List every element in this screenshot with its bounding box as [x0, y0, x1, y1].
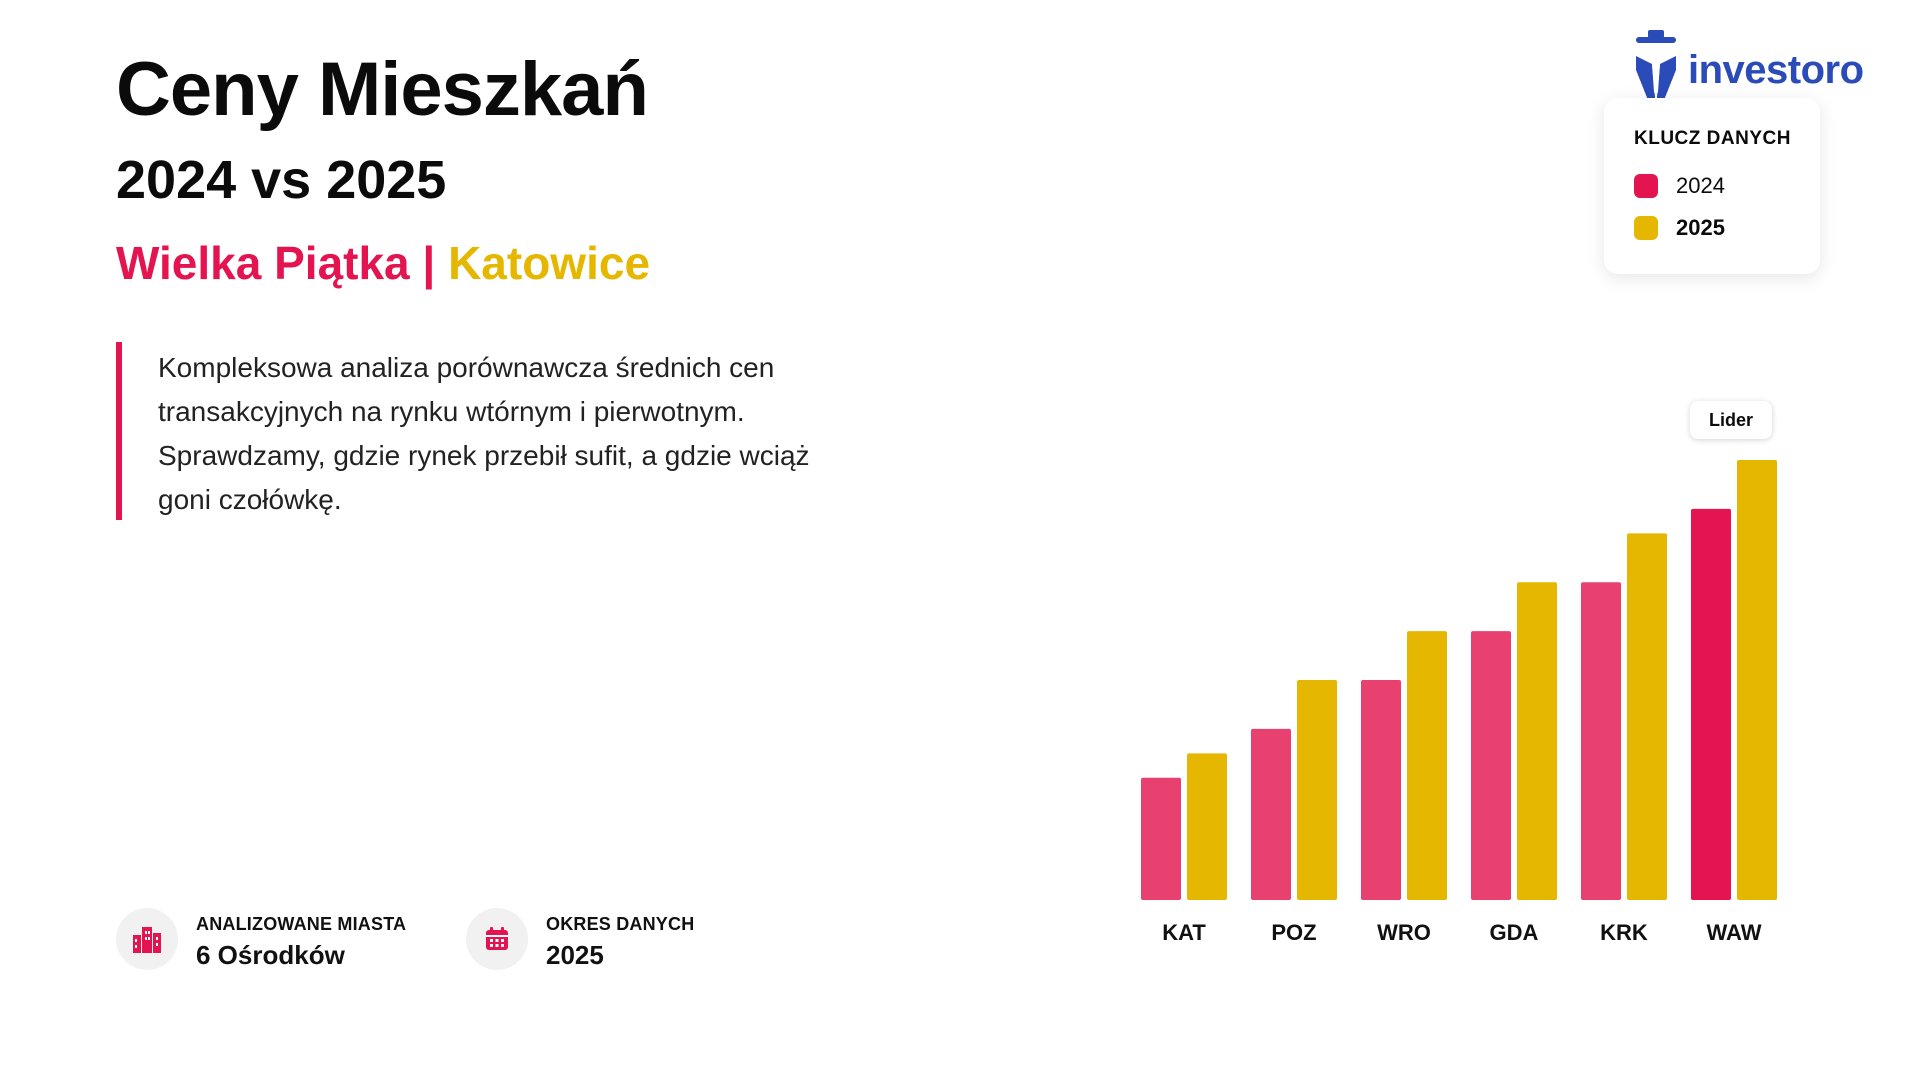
- calendar-icon: [466, 908, 528, 970]
- legend-label-2025: 2025: [1676, 215, 1725, 240]
- tagline-group: Wielka Piątka: [116, 237, 410, 289]
- stat-value: 6 Ośrodków: [196, 940, 345, 970]
- legend-swatch-2024: [1634, 174, 1658, 198]
- stat-value: 2025: [546, 940, 604, 970]
- bar-kat-2024: [1141, 777, 1181, 900]
- bar-gda-2024: [1471, 631, 1511, 900]
- detective-hat-icon: [1636, 30, 1676, 110]
- bar-krk-2025: [1627, 533, 1667, 900]
- x-tick-label: POZ: [1271, 920, 1316, 945]
- bar-poz-2025: [1297, 680, 1337, 900]
- tagline-separator: |: [409, 237, 449, 289]
- bar-wro-2025: [1407, 631, 1447, 900]
- city-icon: [116, 908, 178, 970]
- page-subtitle: 2024 vs 2025: [116, 150, 447, 210]
- description-text: Kompleksowa analiza porównawcza średnich…: [158, 352, 810, 515]
- chart-legend: KLUCZ DANYCH 2024 2025: [1604, 98, 1820, 274]
- bar-poz-2024: [1251, 728, 1291, 900]
- x-tick-label: WAW: [1707, 920, 1762, 945]
- x-tick-label: GDA: [1490, 920, 1539, 945]
- bar-waw-2024: [1691, 508, 1731, 900]
- legend-label-2024: 2024: [1676, 173, 1725, 198]
- leader-badge: Lider: [1690, 401, 1772, 439]
- stat-label: OKRES DANYCH: [546, 914, 695, 934]
- logo-text: investoro: [1688, 48, 1864, 92]
- legend-swatch-2025: [1634, 216, 1658, 240]
- bar-chart: KAT POZ WRO GDA KRK WAW: [1141, 460, 1777, 945]
- stat-label: ANALIZOWANE MIASTA: [196, 914, 407, 934]
- x-tick-label: KAT: [1162, 920, 1206, 945]
- bar-kat-2025: [1187, 753, 1227, 900]
- bar-wro-2024: [1361, 680, 1401, 900]
- bar-krk-2024: [1581, 582, 1621, 900]
- tagline-city: Katowice: [448, 237, 651, 289]
- brand-logo: investoro: [1632, 30, 1892, 110]
- tagline: Wielka Piątka | Katowice: [116, 240, 650, 286]
- bar-gda-2025: [1517, 582, 1557, 900]
- legend-title: KLUCZ DANYCH: [1634, 128, 1791, 149]
- bar-waw-2025: [1737, 460, 1777, 900]
- x-tick-label: WRO: [1377, 920, 1431, 945]
- x-tick-label: KRK: [1600, 920, 1648, 945]
- description-block: Kompleksowa analiza porównawcza średnich…: [116, 342, 862, 520]
- page-title: Ceny Mieszkań: [116, 47, 649, 132]
